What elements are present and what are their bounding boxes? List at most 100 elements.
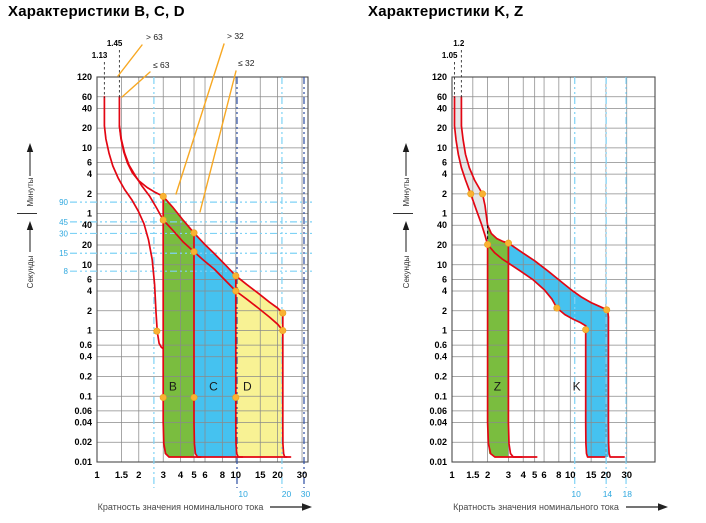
- y-tick-label: 2: [442, 189, 447, 199]
- x-tick-label: 30: [297, 470, 308, 481]
- x-tick-label: 20: [272, 470, 283, 481]
- secondary-x-label: 30: [301, 489, 311, 499]
- x-tick-label: 5: [532, 470, 538, 481]
- y-tick-label: 0.06: [74, 406, 92, 416]
- plot-border: [96, 76, 309, 463]
- secondary-x-label: 18: [623, 489, 633, 499]
- y-tick-label: 0.6: [434, 340, 447, 350]
- up-arrow-icon: [402, 143, 410, 152]
- trip-curve: [584, 324, 606, 458]
- y-tick-label: 1: [87, 326, 92, 336]
- x-tick-label: 5: [191, 470, 197, 481]
- callout-line: [199, 70, 237, 213]
- trip-curve: [507, 242, 538, 458]
- marker-dot: [279, 327, 287, 335]
- marker-dot: [190, 248, 198, 256]
- marker-dot: [582, 326, 590, 334]
- band-letter: C: [209, 380, 218, 394]
- y-tick-label: 0.2: [79, 371, 92, 381]
- y-tick-label: 0.06: [429, 406, 447, 416]
- y-tick-label: 20: [82, 240, 92, 250]
- up-arrow-icon: [26, 221, 34, 230]
- marker-dot: [504, 239, 512, 247]
- y-tick-label: 10: [82, 143, 92, 153]
- y-tick-label: 60: [437, 92, 447, 102]
- secondary-x-label: 10: [238, 489, 248, 499]
- x-tick-label: 8: [220, 470, 225, 481]
- plot-border: [451, 76, 656, 463]
- band-letter: Z: [494, 380, 501, 394]
- marker-dot: [232, 393, 240, 401]
- trip-curve: [281, 312, 292, 458]
- y-tick-label: 20: [437, 123, 447, 133]
- y-tick-label: 4: [87, 286, 92, 296]
- marker-dot: [153, 327, 161, 335]
- x-tick-label: 2: [136, 470, 141, 481]
- band-letter: B: [169, 380, 177, 394]
- y-tick-label: 6: [87, 274, 92, 284]
- marker-dot: [484, 240, 492, 248]
- y-tick-label: 0.1: [79, 391, 92, 401]
- y-tick-label: 4: [87, 169, 92, 179]
- y-tick-label: 60: [82, 92, 92, 102]
- band-letter: K: [573, 380, 581, 394]
- y-tick-label: 10: [437, 260, 447, 270]
- secondary-x-label: 20: [282, 489, 292, 499]
- marker-dot: [232, 272, 240, 280]
- trip-curve: [486, 243, 523, 458]
- y-tick-label: 1: [442, 326, 447, 336]
- y-tick-label: 0.02: [429, 437, 447, 447]
- up-arrow-icon: [402, 221, 410, 230]
- y-tick-label: 10: [82, 260, 92, 270]
- y-tick-label: 6: [87, 158, 92, 168]
- band-region-green: [487, 225, 509, 457]
- marker-dot: [467, 190, 475, 198]
- y-tick-label: 120: [77, 72, 92, 82]
- y-tick-label: 4: [442, 169, 447, 179]
- x-tick-label: 1: [94, 470, 100, 481]
- seconds-unit-label: Секунды: [26, 255, 35, 288]
- x-tick-label: 1.5: [466, 470, 480, 481]
- x-tick-label: 3: [506, 470, 511, 481]
- y-tick-label: 0.2: [434, 371, 447, 381]
- y-tick-label: 0.04: [74, 417, 92, 427]
- y-tick-label: 0.01: [429, 457, 447, 467]
- marker-dot: [603, 306, 611, 314]
- x-tick-label: 3: [161, 470, 166, 481]
- x-axis-caption-text: Кратность значения номинального тока: [97, 502, 264, 512]
- callout-line: [175, 43, 225, 195]
- marker-dot: [553, 304, 561, 312]
- y-tick-label: 0.04: [429, 417, 447, 427]
- y-tick-label: 40: [82, 103, 92, 113]
- y-tick-label: 120: [432, 72, 447, 82]
- callout-line: [121, 71, 151, 98]
- time-mark-label: 8: [64, 267, 69, 276]
- callout-label: > 32: [227, 31, 244, 41]
- y-tick-label: 40: [437, 220, 447, 230]
- x-tick-label: 4: [521, 470, 527, 481]
- secondary-x-label: 14: [603, 489, 613, 499]
- y-tick-label: 0.4: [79, 352, 92, 362]
- band-letter: D: [243, 380, 252, 394]
- y-tick-label: 40: [437, 103, 447, 113]
- threshold-label: 1.05: [442, 51, 458, 60]
- y-tick-label: 20: [437, 240, 447, 250]
- x-axis-caption-text: Кратность значения номинального тока: [453, 502, 619, 512]
- x-tick-label: 4: [178, 470, 184, 481]
- chart-title-bcd: Характеристики B, C, D: [8, 3, 185, 20]
- y-tick-label: 1: [442, 209, 447, 219]
- callout-label: > 63: [146, 32, 163, 42]
- x-tick-label: 8: [556, 470, 561, 481]
- chart-kz: 10 14 181.051.2Z K1 1.5 2 3 4 5 6 8 10 15 20 301206040…: [393, 39, 656, 499]
- x-tick-label: 6: [541, 470, 546, 481]
- y-tick-label: 2: [87, 189, 92, 199]
- marker-dot: [159, 216, 167, 224]
- y-tick-label: 6: [442, 158, 447, 168]
- x-tick-label: 20: [601, 470, 612, 481]
- trip-curve: [118, 125, 284, 332]
- x-tick-label: 10: [231, 470, 242, 481]
- x-tick-label: 15: [586, 470, 597, 481]
